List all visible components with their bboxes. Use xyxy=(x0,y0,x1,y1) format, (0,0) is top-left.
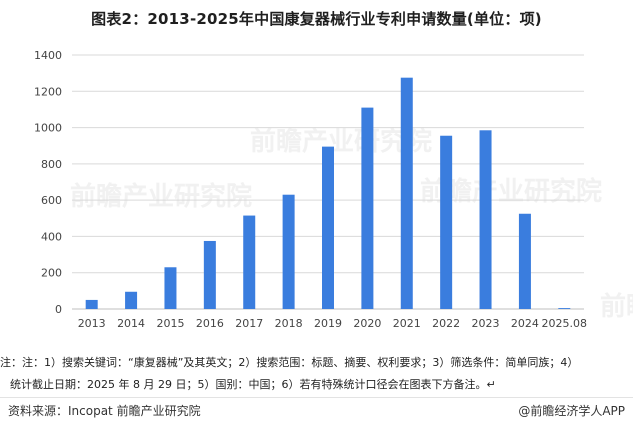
y-tick-label: 200 xyxy=(41,267,62,280)
bar-2021 xyxy=(400,77,413,309)
x-tick-label: 2017 xyxy=(235,317,263,330)
bar-2015 xyxy=(164,267,177,309)
y-tick-label: 400 xyxy=(41,230,62,243)
watermark-layer: 前瞻产业研究院前瞻产业研究院前瞻产业研究院前瞻产业研究院 xyxy=(70,126,633,322)
x-tick-label: 2025.08 xyxy=(542,317,588,330)
bar-2020 xyxy=(361,107,374,309)
x-tick-label: 2018 xyxy=(275,317,303,330)
footer: 资料来源：Incopat 前瞻产业研究院 @前瞻经济学人APP xyxy=(8,402,625,419)
credit-text: @前瞻经济学人APP xyxy=(518,404,625,418)
y-tick-label: 1200 xyxy=(34,85,62,98)
x-tick-label: 2021 xyxy=(393,317,421,330)
x-tick-label: 2016 xyxy=(196,317,224,330)
bar-2013 xyxy=(85,299,98,309)
bar-2024 xyxy=(518,213,531,309)
watermark-0: 前瞻产业研究院 xyxy=(70,181,252,212)
note-line-1: 注：注：1）搜索关键词：“康复器械”及其英文；2）搜索范围：标题、摘要、权利要求… xyxy=(0,356,579,369)
x-tick-label: 2020 xyxy=(353,317,381,330)
y-tick-label: 1000 xyxy=(34,122,62,135)
x-tick-label: 2019 xyxy=(314,317,342,330)
bar-2018 xyxy=(282,194,295,309)
y-tick-label: 600 xyxy=(41,194,62,207)
x-tick-label: 2022 xyxy=(432,317,460,330)
y-tick-label: 800 xyxy=(41,158,62,171)
y-tick-label: 0 xyxy=(55,303,62,316)
bar-2025.08 xyxy=(558,308,571,309)
x-tick-label: 2023 xyxy=(472,317,500,330)
footer-divider xyxy=(0,397,633,398)
bar-chart: 前瞻产业研究院前瞻产业研究院前瞻产业研究院前瞻产业研究院 02004006008… xyxy=(34,49,633,330)
bar-2014 xyxy=(125,291,138,309)
y-tick-label: 1400 xyxy=(34,49,62,62)
x-tick-label: 2014 xyxy=(117,317,145,330)
x-tick-label: 2013 xyxy=(78,317,106,330)
bar-2017 xyxy=(243,215,256,309)
source-text: 资料来源：Incopat 前瞻产业研究院 xyxy=(8,404,201,418)
chart-note: 注：注：1）搜索关键词：“康复器械”及其英文；2）搜索范围：标题、摘要、权利要求… xyxy=(0,352,633,396)
watermark-3: 前瞻产业研究院 xyxy=(600,291,633,322)
y-axis-ticks: 0 200 400 600 800 1000 1200 1400 xyxy=(34,49,62,316)
x-axis-ticks: 2013 2014 2015 2016 2017 2018 2019 2020 2021 2022… xyxy=(78,317,587,330)
bars xyxy=(85,77,571,309)
bar-2016 xyxy=(203,240,216,309)
x-tick-label: 2015 xyxy=(156,317,184,330)
bar-2019 xyxy=(322,146,334,309)
x-tick-label: 2024 xyxy=(511,317,539,330)
note-line-2: 统计截止日期：2025 年 8 月 29 日；5）国别：中国；6）若有特殊统计口… xyxy=(10,378,496,391)
bar-2023 xyxy=(479,130,492,309)
chart-title: 图表2：2013-2025年中国康复器械行业专利申请数量(单位：项) xyxy=(91,10,542,28)
bar-2022 xyxy=(440,135,453,309)
